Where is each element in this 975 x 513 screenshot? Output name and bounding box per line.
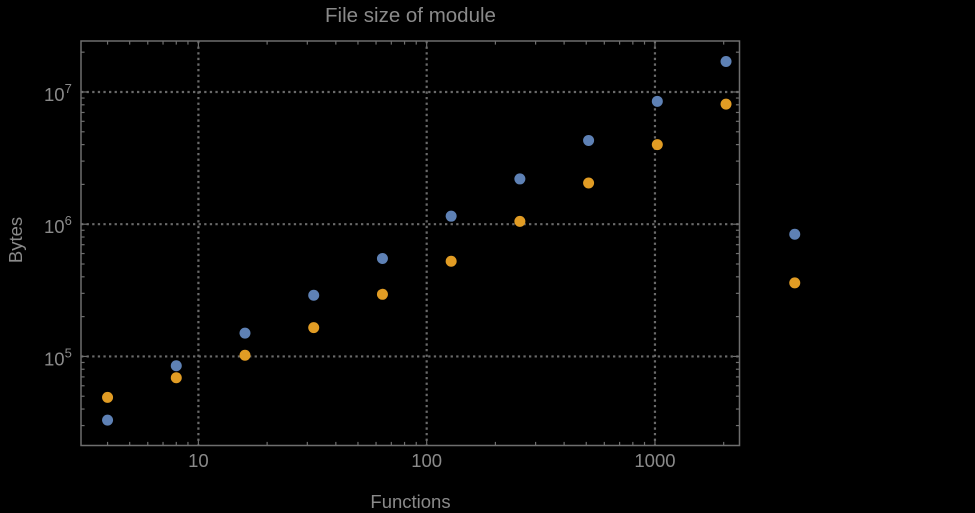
plot-frame <box>80 40 741 447</box>
data-point-blue <box>376 253 388 265</box>
data-point-blue <box>445 210 457 222</box>
data-point-blue <box>651 95 663 107</box>
data-point-blue <box>789 228 801 240</box>
data-point-orange <box>720 98 732 110</box>
data-point-blue <box>308 289 320 301</box>
x-tick-label: 1000 <box>634 450 675 471</box>
data-point-orange <box>102 391 114 403</box>
data-point-orange <box>514 215 526 227</box>
x-tick-label: 100 <box>411 450 442 471</box>
data-point-orange <box>239 349 251 361</box>
x-axis-label: Functions <box>370 491 451 512</box>
data-point-orange <box>445 255 457 267</box>
x-tick-label: 10 <box>188 450 209 471</box>
data-point-blue <box>170 360 182 372</box>
data-point-blue <box>583 134 595 146</box>
data-point-orange <box>789 277 801 289</box>
y-axis-label: Bytes <box>5 216 26 264</box>
data-point-blue <box>239 327 251 339</box>
data-point-orange <box>583 177 595 189</box>
y-tick-label: 106 <box>44 213 72 237</box>
data-point-blue <box>102 414 114 426</box>
data-point-orange <box>170 372 182 384</box>
data-point-blue <box>720 56 732 68</box>
data-point-orange <box>651 139 663 151</box>
chart-title: File size of module <box>325 4 496 27</box>
y-tick-label: 105 <box>44 345 72 369</box>
y-tick-label: 107 <box>44 81 72 105</box>
data-point-orange <box>308 322 320 334</box>
data-point-blue <box>514 173 526 185</box>
data-point-orange <box>376 288 388 300</box>
